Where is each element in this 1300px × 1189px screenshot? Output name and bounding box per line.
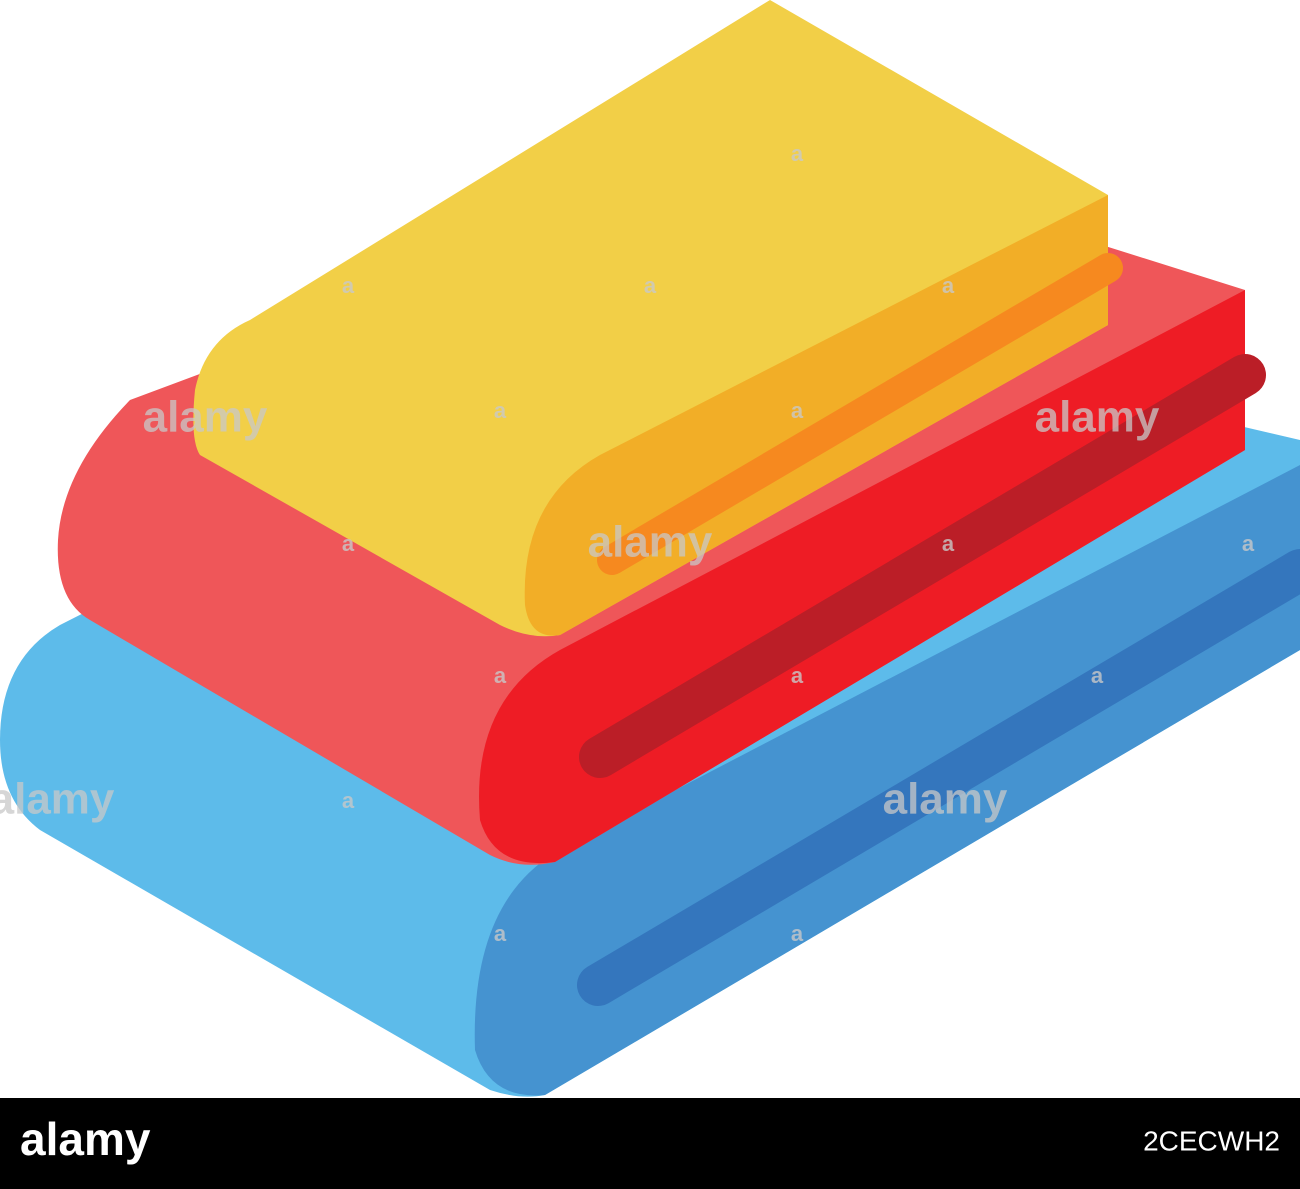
towel-stripe xyxy=(597,253,1123,575)
watermark-mark: a xyxy=(1242,531,1255,556)
watermark-mark: a xyxy=(644,273,657,298)
footer-bar xyxy=(0,1098,1300,1189)
watermark-mark: a xyxy=(1091,663,1104,688)
watermark-mark: a xyxy=(342,273,355,298)
footer-logo: alamy xyxy=(20,1113,151,1165)
watermark-mark: a xyxy=(791,921,804,946)
watermark-mark: a xyxy=(791,141,804,166)
watermark: alamy xyxy=(143,393,268,442)
watermark: alamy xyxy=(883,775,1008,824)
image-id: 2CECWH2 xyxy=(1143,1125,1280,1156)
watermark-mark: a xyxy=(494,663,507,688)
watermark-mark: a xyxy=(791,663,804,688)
watermark-mark: a xyxy=(342,788,355,813)
watermarks: alamy alamy alamy alamy alamy a a a a a … xyxy=(0,141,1255,946)
watermark-mark: a xyxy=(942,531,955,556)
watermark-mark: a xyxy=(494,921,507,946)
watermark-mark: a xyxy=(791,398,804,423)
watermark-mark: a xyxy=(494,398,507,423)
watermark: alamy xyxy=(588,518,713,567)
watermark: alamy xyxy=(1035,393,1160,442)
watermark-mark: a xyxy=(342,531,355,556)
watermark: alamy xyxy=(0,775,115,824)
towel-stripe xyxy=(579,354,1266,778)
towel-top xyxy=(193,0,1109,637)
watermark-mark: a xyxy=(942,273,955,298)
towel-stripe xyxy=(577,549,1300,1006)
yellow-towel xyxy=(193,0,1123,637)
